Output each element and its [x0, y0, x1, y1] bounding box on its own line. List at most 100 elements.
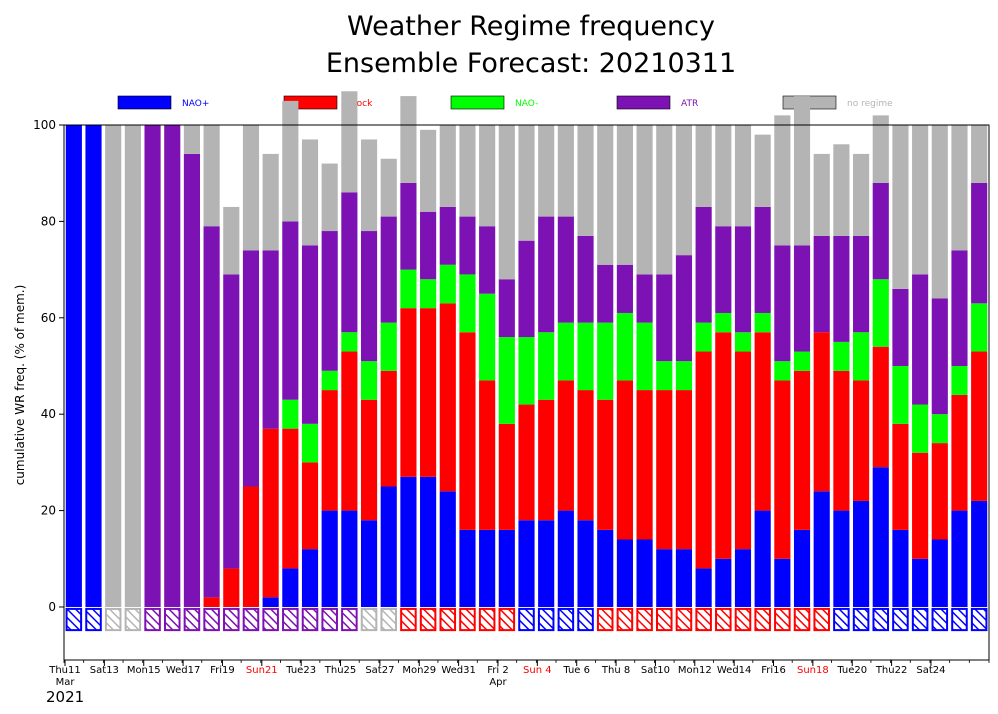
regime-marker — [656, 607, 673, 632]
bar-segment — [538, 216, 555, 333]
x-tick-label: Tue23 — [285, 665, 316, 676]
x-tick-label: Wed17 — [166, 665, 201, 676]
bar-segment — [754, 312, 771, 333]
bar-segment — [853, 332, 870, 381]
y-tick-label: 0 — [48, 600, 56, 614]
regime-marker — [183, 607, 201, 632]
bar-segment — [538, 520, 555, 607]
regime-marker — [380, 607, 397, 632]
bar-segment — [439, 206, 456, 265]
regime-marker — [203, 607, 220, 632]
regime-marker — [734, 607, 752, 632]
bar-segment — [498, 279, 515, 338]
x-tick-label: Thu 8 — [601, 665, 630, 676]
bar-segment — [557, 380, 574, 511]
legend-label-4: no regime — [847, 99, 893, 109]
bar-segment — [203, 226, 220, 598]
bar-segment — [518, 520, 535, 607]
bar-segment — [715, 312, 732, 333]
bar-segment — [754, 510, 771, 607]
legend-label-1: Block — [348, 99, 373, 109]
bar-segment — [833, 144, 850, 236]
bar-segment — [65, 125, 82, 607]
bar-segment — [616, 264, 633, 313]
bar-segment — [164, 125, 181, 607]
bar-segment — [321, 370, 338, 391]
bar-segment — [518, 404, 535, 521]
bar-segment — [105, 125, 122, 607]
bar-segment — [813, 491, 830, 607]
regime-marker — [85, 607, 102, 632]
regime-marker — [282, 607, 299, 632]
bar-segment — [833, 235, 850, 342]
bar-segment — [793, 529, 811, 607]
y-axis-label: cumulative WR freq. (% of mem.) — [13, 285, 27, 486]
bar-segment — [223, 568, 240, 607]
bar-segment — [400, 269, 417, 309]
bar-segment — [203, 125, 220, 227]
regime-marker — [223, 607, 240, 632]
regime-marker — [813, 607, 830, 632]
bar-segment — [833, 341, 850, 371]
bar-segment — [459, 529, 476, 607]
x-tick-label: Sat10 — [641, 665, 670, 676]
bar-segment — [675, 255, 693, 362]
month-label: Mar — [56, 677, 76, 688]
bar-segment — [557, 216, 574, 323]
y-tick-label: 80 — [41, 214, 56, 228]
bar-segment — [912, 452, 929, 559]
bar-segment — [833, 370, 850, 511]
bar-segment — [223, 274, 240, 569]
bar-segment — [380, 216, 397, 323]
bar-segment — [695, 351, 712, 569]
regime-marker — [262, 607, 279, 632]
bar-segment — [360, 520, 378, 607]
bar-segment — [872, 346, 889, 468]
regime-marker — [715, 607, 732, 632]
bar-segment — [675, 125, 693, 256]
bar-segment — [380, 322, 397, 371]
x-tick-label: Mon15 — [127, 665, 161, 676]
regime-marker — [872, 607, 890, 632]
bar-segment — [479, 529, 496, 607]
bar-segment — [557, 510, 574, 607]
bar-segment — [656, 361, 673, 391]
bar-segment — [853, 235, 870, 333]
bar-segment — [695, 125, 712, 207]
bar-segment — [262, 428, 279, 598]
bar-segment — [853, 500, 870, 607]
bar-segment — [301, 139, 319, 246]
bar-segment — [853, 380, 870, 501]
bar-segment — [636, 125, 653, 275]
bar-segment — [242, 486, 260, 607]
x-tick-label: Thu22 — [875, 665, 908, 676]
bar-segment — [892, 288, 909, 366]
bar-segment — [872, 279, 889, 347]
regime-marker — [911, 607, 929, 632]
regime-marker — [163, 607, 181, 632]
bar-segment — [734, 332, 752, 352]
bar-segment — [360, 231, 378, 362]
bar-segment — [439, 303, 456, 492]
y-tick-label: 60 — [41, 311, 56, 325]
bar-segment — [912, 558, 929, 607]
axes: 0 20 40 60 80 100 Thu11 Sat13 Mon15 Wed17 Fri19 Sun… — [33, 118, 990, 706]
bar-segment — [656, 125, 673, 275]
bar-segment — [420, 211, 437, 280]
bar-segment — [341, 510, 358, 607]
bar-segment — [439, 125, 456, 207]
bar-segment — [380, 486, 397, 607]
bar-segment — [715, 558, 732, 607]
bar-segment — [577, 125, 594, 236]
bar-segment — [872, 182, 889, 280]
bar-segment — [636, 274, 653, 323]
x-tick-label: Thu25 — [324, 665, 357, 676]
plot-frame — [63, 124, 990, 661]
bar-segment — [774, 245, 791, 362]
bar-segment — [951, 394, 968, 511]
bar-segment — [793, 370, 811, 530]
regime-marker — [636, 607, 653, 632]
x-tick-label: Tue 6 — [562, 665, 590, 676]
bar-segment — [85, 125, 102, 607]
bar-segment — [734, 125, 752, 227]
